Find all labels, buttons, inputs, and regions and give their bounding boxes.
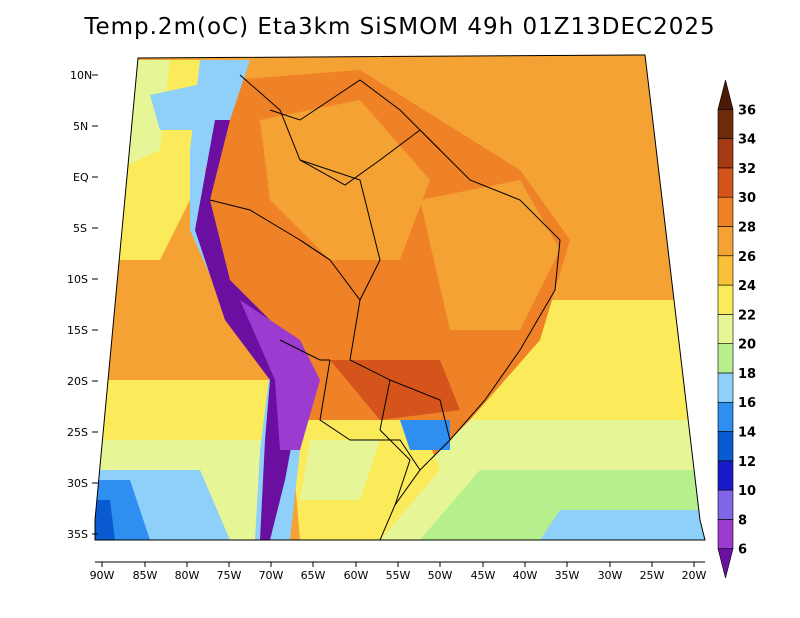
lon-axis: 90W 85W 80W 75W 70W 65W 60W 55W 50W 45W … xyxy=(90,569,707,582)
lon-label: 55W xyxy=(386,569,411,582)
lat-label: 5N xyxy=(73,120,88,133)
colorbar-label: 14 xyxy=(738,426,756,441)
colorbar-segment xyxy=(717,489,734,520)
map-title: Temp.2m(oC) Eta3km SiSMOM 49h 01Z13DEC20… xyxy=(84,14,716,40)
colorbar-label: 8 xyxy=(738,513,747,528)
colorbar-label: 16 xyxy=(738,396,756,411)
lon-label: 80W xyxy=(175,569,200,582)
lon-label: 75W xyxy=(217,569,242,582)
lat-label: 10N xyxy=(70,69,92,82)
colorbar-segment xyxy=(717,401,734,432)
lat-label: 5S xyxy=(73,222,87,235)
colorbar-segment xyxy=(717,460,734,491)
colorbar-label: 24 xyxy=(738,279,756,294)
colorbar-label: 20 xyxy=(738,338,756,353)
colorbar-segment xyxy=(717,343,734,374)
colorbar-segment xyxy=(717,167,734,198)
lat-label: 20S xyxy=(67,375,88,388)
colorbar-segment xyxy=(717,79,734,110)
colorbar-segment xyxy=(717,226,734,257)
lon-label: 40W xyxy=(513,569,538,582)
lon-label: 45W xyxy=(471,569,496,582)
colorbar-label: 26 xyxy=(738,250,756,265)
colorbar-label: 22 xyxy=(738,308,756,323)
colorbar-label: 36 xyxy=(738,103,756,118)
colorbar: 6 8 10 12 14 16 18 20 22 24 26 28 30 32 34 36 xyxy=(717,79,756,579)
colorbar-segment xyxy=(717,431,734,462)
lon-label: 60W xyxy=(344,569,369,582)
colorbar-segment xyxy=(717,108,734,139)
lat-label: 30S xyxy=(67,477,88,490)
lon-label: 35W xyxy=(555,569,580,582)
lon-label: 30W xyxy=(598,569,623,582)
colorbar-label: 30 xyxy=(738,191,756,206)
map-frame xyxy=(94,54,706,541)
colorbar-label: 34 xyxy=(738,133,756,148)
colorbar-label: 28 xyxy=(738,220,756,235)
lat-label: 10S xyxy=(67,273,88,286)
temperature-field xyxy=(95,55,705,540)
lat-axis: 10N 5N EQ 5S 10S 15S 20S 25S 30S 35S xyxy=(67,69,92,541)
colorbar-segment xyxy=(717,548,734,579)
lon-label: 90W xyxy=(90,569,115,582)
country-borders xyxy=(209,74,561,541)
lon-label: 85W xyxy=(133,569,158,582)
colorbar-label: 10 xyxy=(738,484,756,499)
lat-label: 35S xyxy=(67,528,88,541)
lon-label: 70W xyxy=(259,569,284,582)
colorbar-segment xyxy=(717,372,734,403)
colorbar-segment xyxy=(717,284,734,315)
lat-label: EQ xyxy=(73,171,89,184)
colorbar-segment xyxy=(717,255,734,286)
colorbar-segment xyxy=(717,196,734,227)
lon-label: 50W xyxy=(428,569,453,582)
colorbar-label: 12 xyxy=(738,455,756,470)
lon-label: 65W xyxy=(301,569,326,582)
colorbar-label: 6 xyxy=(738,543,747,558)
lat-label: 25S xyxy=(67,426,88,439)
colorbar-segment xyxy=(717,519,734,550)
lat-label: 15S xyxy=(67,324,88,337)
colorbar-label: 32 xyxy=(738,162,756,177)
colorbar-segment xyxy=(717,314,734,344)
lon-label: 20W xyxy=(682,569,707,582)
colorbar-segment xyxy=(717,138,734,169)
lon-label: 25W xyxy=(640,569,665,582)
colorbar-label: 18 xyxy=(738,367,756,382)
